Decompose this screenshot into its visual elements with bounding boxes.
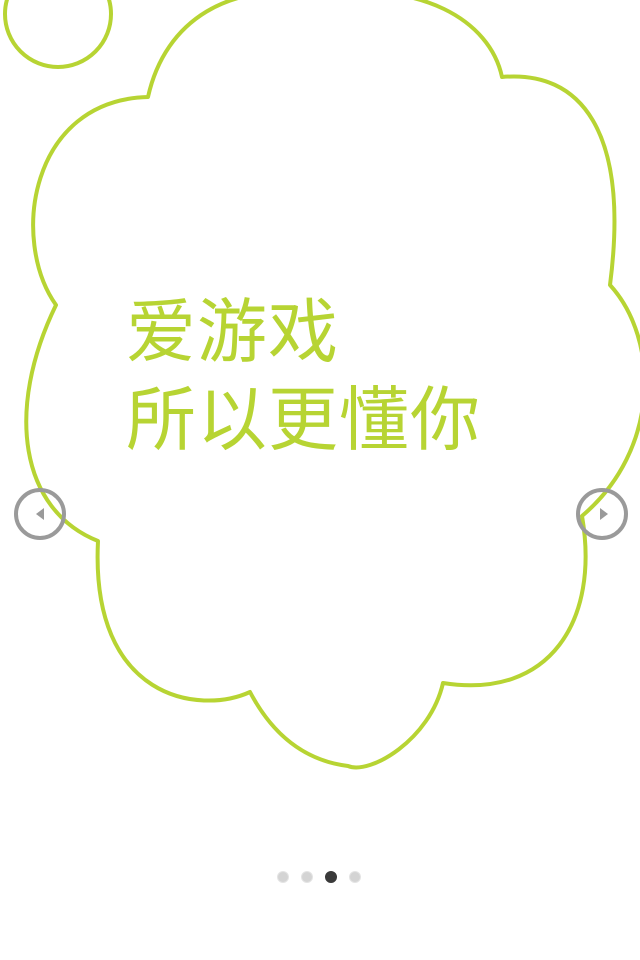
page-dot-4[interactable] [349,871,361,883]
slide-headline: 爱游戏 所以更懂你 [126,288,481,464]
page-indicator [277,871,361,883]
prev-slide-button[interactable] [14,488,66,540]
page-dot-3-active[interactable] [325,871,337,883]
chevron-left-icon [36,508,44,520]
next-slide-button[interactable] [576,488,628,540]
cloud-bubble [24,0,640,770]
small-bubble [3,0,113,69]
page-dot-1[interactable] [277,871,289,883]
headline-line-2: 所以更懂你 [126,379,481,461]
chevron-right-icon [600,508,608,520]
headline-line-1: 爱游戏 [126,291,339,373]
page-dot-2[interactable] [301,871,313,883]
